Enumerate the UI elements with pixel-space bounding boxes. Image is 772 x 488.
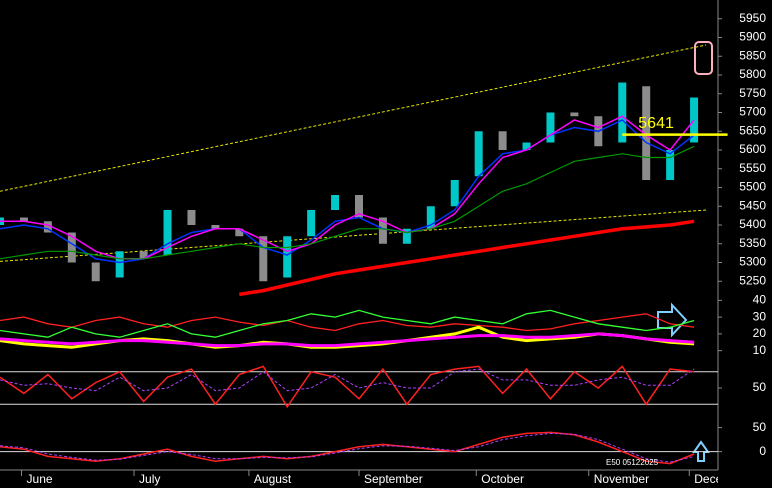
y-tick-label: 5750 <box>739 86 766 100</box>
y-tick-label: 5300 <box>739 255 766 269</box>
series-line <box>0 145 695 260</box>
series-line <box>0 115 695 260</box>
candle <box>474 131 483 177</box>
candle <box>187 210 196 225</box>
candle <box>666 150 675 180</box>
x-tick-label: August <box>254 472 292 486</box>
candle <box>331 195 340 210</box>
candle <box>283 236 292 278</box>
y-tick-label: 5850 <box>739 48 766 62</box>
candle <box>43 221 52 233</box>
arrow-icon <box>692 440 710 462</box>
series-line <box>0 309 695 338</box>
x-tick-label: June <box>27 472 53 486</box>
series-line <box>239 219 695 297</box>
candle <box>570 112 579 117</box>
y-tick-label: 5450 <box>739 198 766 212</box>
y-tick-label: 10 <box>753 343 767 357</box>
trend-line <box>0 44 707 192</box>
y-tick-label: 20 <box>753 326 767 340</box>
candle <box>163 210 172 255</box>
y-tick-label: 5400 <box>739 217 766 231</box>
y-tick-label: 30 <box>753 309 767 323</box>
x-tick-label: October <box>481 472 524 486</box>
y-tick-label: 5350 <box>739 236 766 250</box>
series-line <box>0 368 695 392</box>
y-tick-label: 0 <box>759 444 766 458</box>
x-tick-label: November <box>594 472 649 486</box>
y-tick-label: 5250 <box>739 273 766 287</box>
y-tick-label: 5650 <box>739 123 766 137</box>
candle <box>211 225 220 229</box>
y-tick-label: 5550 <box>739 161 766 175</box>
candle <box>67 232 76 263</box>
candle <box>259 236 268 282</box>
footnote: E50 05122025 <box>606 458 659 467</box>
candle <box>522 142 531 150</box>
candle <box>426 206 435 229</box>
candle <box>378 217 387 244</box>
x-tick-label: December <box>694 472 749 486</box>
series-line <box>0 119 695 264</box>
candle <box>115 251 124 278</box>
candle <box>450 180 459 207</box>
series-line <box>0 432 695 463</box>
series-line <box>0 365 695 409</box>
y-tick-label: 5950 <box>739 11 766 25</box>
candle <box>642 86 651 180</box>
candle <box>235 228 244 237</box>
candle <box>19 217 28 222</box>
plot-area: June July August September October November De… <box>0 44 749 486</box>
candle <box>546 112 555 143</box>
level-label: 5641 <box>638 115 674 132</box>
y-tick-label: 5700 <box>739 105 766 119</box>
y-tick-label: 40 <box>753 293 767 307</box>
candle <box>307 210 316 237</box>
y-tick-label: 5900 <box>739 30 766 44</box>
x-tick-label: September <box>364 472 423 486</box>
marker-box <box>694 41 713 75</box>
series-line <box>0 313 695 332</box>
candle <box>139 251 148 259</box>
candle <box>498 131 507 150</box>
y-tick-label: 5600 <box>739 142 766 156</box>
candle <box>91 262 100 282</box>
candle <box>618 82 627 143</box>
series-line <box>0 431 695 465</box>
y-tick-label: 50 <box>753 420 767 434</box>
x-tick-label: July <box>139 472 160 486</box>
candle <box>355 195 363 218</box>
y-tick-label: 5500 <box>739 180 766 194</box>
candle <box>402 228 411 244</box>
series-line <box>0 332 695 348</box>
y-tick-label: 5800 <box>739 67 766 81</box>
y-tick-label: 50 <box>753 380 767 394</box>
